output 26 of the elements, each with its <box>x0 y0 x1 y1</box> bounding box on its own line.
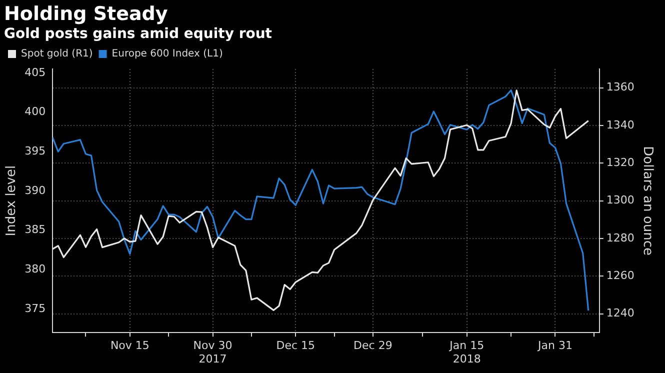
y2-tick-label: 1360 <box>606 80 634 94</box>
y2-tick-label: 1240 <box>606 306 634 320</box>
x-tick-label: Nov 30 2017 <box>193 339 232 366</box>
y2-axis-title: Dollars an ounce <box>640 146 655 256</box>
y2-tick-label: 1260 <box>606 268 634 282</box>
x-tick-label: Jan 31 <box>536 339 572 352</box>
chart-subtitle: Gold posts gains amid equity rout <box>3 25 274 43</box>
y2-tick-label: 1320 <box>606 156 634 169</box>
chart-title: Holding Steady <box>3 2 169 25</box>
y2-tick-label: 1340 <box>606 118 634 132</box>
y-axis-title: Index level <box>4 165 20 236</box>
x-tick-label: Jan 15 2018 <box>448 339 484 366</box>
x-tick-label: Dec 15 <box>276 339 316 352</box>
y-tick-label: 390 <box>24 184 46 197</box>
y2-tick-label: 1300 <box>606 194 634 207</box>
y2-tick-label: 1280 <box>606 231 634 244</box>
y-tick-label: 385 <box>24 223 46 236</box>
legend-label: Europe 600 Index (L1) <box>112 48 223 60</box>
y-tick-label: 375 <box>24 302 46 315</box>
y-tick-label: 405 <box>24 66 46 79</box>
x-tick-label: Nov 15 <box>110 339 150 352</box>
y-tick-label: 400 <box>24 105 46 118</box>
y-tick-label: 395 <box>24 144 46 158</box>
legend-label: Spot gold (R1) <box>21 48 93 60</box>
x-tick-label: Dec 29 <box>354 339 392 352</box>
y-tick-label: 380 <box>24 262 46 276</box>
